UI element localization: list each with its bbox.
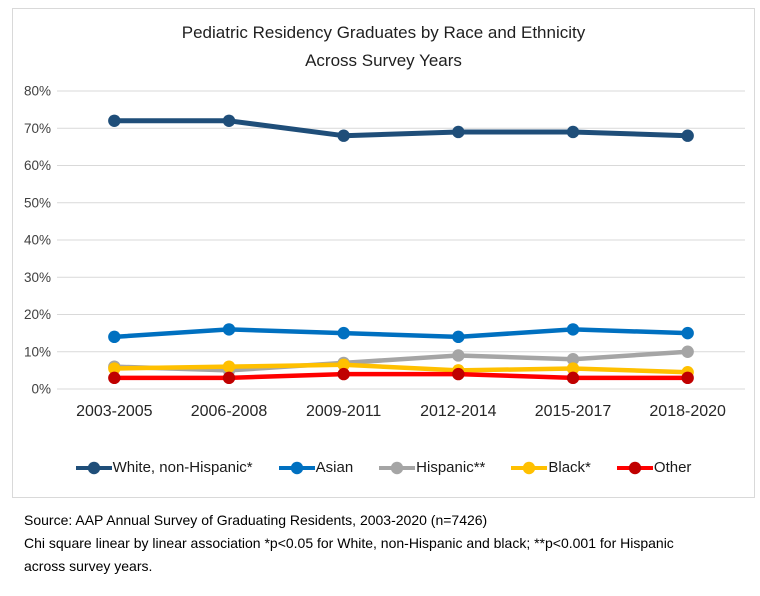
legend-label: White, non-Hispanic* xyxy=(112,459,253,476)
source-note: Source: AAP Annual Survey of Graduating … xyxy=(24,509,749,578)
data-point-marker xyxy=(108,330,121,344)
data-point-marker xyxy=(337,326,350,340)
legend-item-white-non-hispanic-: White, non-Hispanic* xyxy=(75,459,253,476)
legend-item-hispanic-: Hispanic** xyxy=(379,459,485,476)
data-point-marker xyxy=(566,371,580,385)
legend-marker-icon xyxy=(75,461,112,474)
y-axis-tick-label: 0% xyxy=(31,382,51,397)
legend-marker-icon xyxy=(511,461,548,474)
legend-marker-icon xyxy=(379,461,416,474)
data-point-marker xyxy=(681,345,694,358)
data-point-marker xyxy=(566,362,580,375)
x-axis-category-label: 2018-2020 xyxy=(649,403,726,420)
legend-label: Black* xyxy=(548,459,591,476)
data-point-marker xyxy=(222,371,236,385)
y-axis-tick-label: 50% xyxy=(24,195,51,210)
data-point-marker xyxy=(566,125,580,139)
legend-marker-icon xyxy=(278,461,315,474)
data-point-marker xyxy=(337,358,350,371)
series-line-hispanic- xyxy=(114,349,688,373)
legend-item-asian: Asian xyxy=(278,459,354,476)
legend: White, non-Hispanic* Asian Hispanic** Black… xyxy=(13,459,754,476)
data-point-marker xyxy=(337,367,350,381)
data-point-marker xyxy=(222,114,236,128)
legend-label: Other xyxy=(653,459,692,476)
x-axis-category-label: 2009-2011 xyxy=(306,403,381,420)
x-axis-category-label: 2012-2014 xyxy=(420,403,497,420)
data-point-marker xyxy=(108,371,121,385)
series-line-black- xyxy=(114,362,688,375)
x-axis-category-label: 2006-2008 xyxy=(191,403,268,420)
x-axis-category-label: 2015-2017 xyxy=(535,403,612,420)
legend-label: Hispanic** xyxy=(416,459,486,476)
chart-container: Pediatric Residency Graduates by Race an… xyxy=(12,8,755,498)
legend-item-other: Other xyxy=(616,459,692,476)
data-point-marker xyxy=(452,367,465,381)
data-point-marker xyxy=(108,114,121,128)
y-axis-tick-label: 10% xyxy=(24,344,51,359)
y-axis-tick-label: 40% xyxy=(24,233,51,248)
data-point-marker xyxy=(566,323,580,336)
legend-item-black-: Black* xyxy=(511,459,591,476)
y-axis-tick-label: 80% xyxy=(24,84,51,99)
data-point-marker xyxy=(681,371,694,385)
y-axis-tick-label: 30% xyxy=(24,270,51,285)
source-note-line3: across survey years. xyxy=(24,558,153,574)
legend-marker-icon xyxy=(616,461,653,474)
legend-label: Asian xyxy=(315,459,354,476)
data-point-marker xyxy=(222,323,236,336)
series-line-other xyxy=(114,371,688,381)
source-note-line2: Chi square linear by linear association … xyxy=(24,535,674,551)
data-point-marker xyxy=(681,129,694,142)
chart-title: Pediatric Residency Graduates by Race an… xyxy=(13,19,754,75)
data-point-marker xyxy=(566,353,580,366)
y-axis-tick-label: 20% xyxy=(24,307,51,322)
data-point-marker xyxy=(337,129,350,142)
data-point-marker xyxy=(681,326,694,340)
chart-title-line2: Across Survey Years xyxy=(305,51,462,70)
data-point-marker xyxy=(108,362,121,375)
data-point-marker xyxy=(452,330,465,344)
source-note-line1: Source: AAP Annual Survey of Graduating … xyxy=(24,512,488,528)
plot-area: 0% 10% 20% 30% 40% 50% 60% 70% 80% 2003-2005 2006-… xyxy=(24,84,745,420)
data-point-marker xyxy=(222,360,236,373)
series-line-asian xyxy=(114,327,688,340)
x-axis-category-label: 2003-2005 xyxy=(76,403,153,420)
y-axis-tick-label: 60% xyxy=(24,158,51,173)
data-point-marker xyxy=(452,125,465,139)
y-axis-tick-label: 70% xyxy=(24,121,51,136)
series-line-white-non-hispanic- xyxy=(114,118,688,139)
data-point-marker xyxy=(452,349,465,362)
chart-title-line1: Pediatric Residency Graduates by Race an… xyxy=(181,23,586,42)
